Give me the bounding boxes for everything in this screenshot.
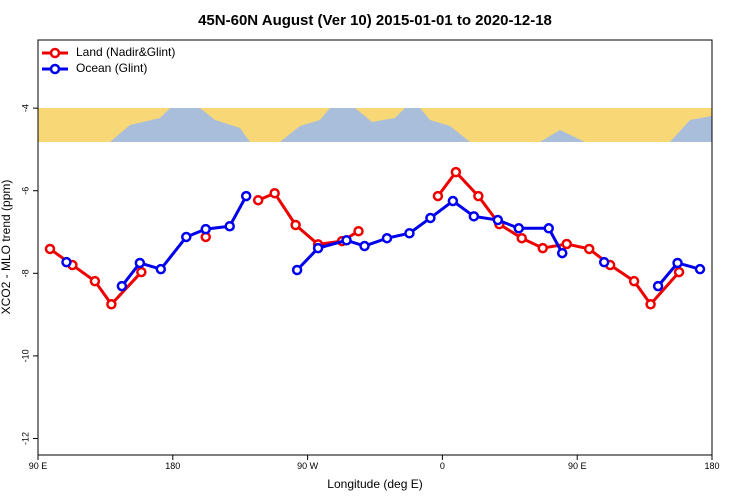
point — [561, 238, 572, 250]
y-tick-label: -10 — [20, 349, 30, 362]
point — [645, 299, 656, 310]
plot-frame — [37, 39, 713, 456]
map-land — [420, 108, 712, 142]
legend-marker — [49, 47, 61, 59]
point — [44, 243, 56, 255]
point — [468, 211, 480, 222]
point — [312, 242, 324, 254]
point — [673, 266, 685, 278]
point — [694, 263, 706, 275]
point — [473, 190, 484, 202]
point — [556, 247, 568, 259]
point — [450, 166, 462, 178]
point — [447, 195, 459, 207]
point — [628, 275, 640, 287]
x-tick-label: 90 E — [568, 461, 587, 471]
x-tick-label: 0 — [440, 461, 445, 471]
point — [381, 232, 393, 244]
map-land — [38, 108, 170, 142]
point — [359, 240, 370, 252]
point — [106, 299, 117, 310]
point — [341, 235, 352, 246]
point — [155, 263, 167, 275]
legend-label: Land (Nadir&Glint) — [76, 45, 175, 59]
map-land — [355, 108, 405, 122]
y-tick-label: -4 — [20, 104, 30, 112]
x-tick-label: 90 W — [297, 461, 319, 471]
point — [136, 266, 147, 278]
map-land — [200, 108, 330, 142]
x-tick-label: 180 — [165, 461, 180, 471]
point — [516, 232, 528, 244]
point — [353, 225, 364, 237]
point — [291, 264, 303, 276]
x-tick-label: 180 — [704, 461, 719, 471]
point — [240, 190, 252, 202]
legend-marker — [49, 63, 61, 75]
point — [61, 256, 72, 268]
x-tick-label: 90 E — [29, 461, 48, 471]
point — [425, 212, 436, 224]
point — [181, 231, 192, 243]
point — [537, 242, 549, 254]
point — [492, 214, 504, 226]
point — [269, 187, 280, 199]
point — [200, 223, 212, 235]
y-tick-label: -6 — [20, 187, 30, 195]
map-band — [38, 108, 712, 142]
y-axis-label: XCO2 - MLO trend (ppm) — [0, 180, 13, 315]
point — [432, 190, 444, 202]
point — [134, 257, 146, 269]
chart-title: 45N-60N August (Ver 10) 2015-01-01 to 20… — [198, 12, 552, 29]
legend-label: Ocean (Glint) — [76, 61, 147, 75]
y-tick-label: -12 — [20, 432, 30, 445]
y-tick-label: -8 — [20, 269, 30, 277]
point — [224, 220, 235, 232]
point — [598, 256, 610, 268]
series-line — [49, 169, 681, 307]
point — [513, 223, 525, 234]
point — [583, 243, 595, 255]
point — [672, 257, 683, 269]
point — [652, 280, 664, 292]
point — [290, 219, 301, 231]
point — [543, 223, 554, 234]
point — [404, 228, 415, 239]
point — [252, 194, 264, 206]
x-axis-label: Longitude (deg E) — [327, 477, 422, 491]
point — [89, 275, 101, 287]
point — [116, 280, 128, 292]
